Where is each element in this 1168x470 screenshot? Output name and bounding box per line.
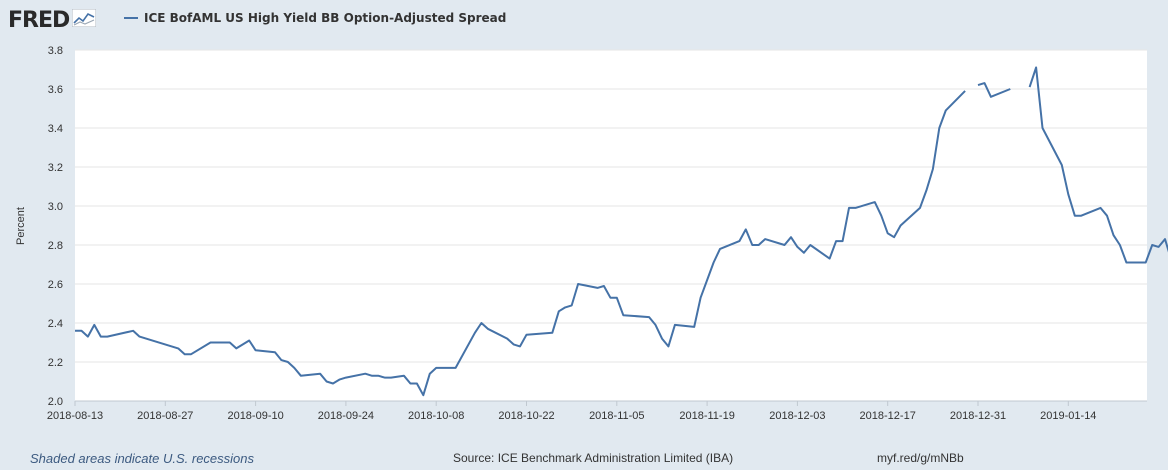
series-line-segment	[977, 82, 1011, 98]
y-tick-label: 2.8	[48, 240, 63, 252]
series-lines	[75, 66, 1168, 397]
y-tick-label: 2.6	[48, 279, 63, 291]
series-line-segment	[1028, 66, 1168, 264]
short-url[interactable]: myf.red/g/mNBb	[877, 451, 964, 465]
chart-legend: ICE BofAML US High Yield BB Option-Adjus…	[124, 11, 506, 25]
x-tick-label: 2018-10-22	[498, 410, 554, 422]
recession-note: Shaded areas indicate U.S. recessions	[30, 451, 255, 466]
x-tick-label: 2018-09-10	[227, 410, 283, 422]
x-axis-ticks: 2018-08-13 2018-08-27 2018-09-10 2018-09-24…	[47, 400, 1147, 422]
legend-series-label: ICE BofAML US High Yield BB Option-Adjus…	[144, 11, 507, 25]
source-note: Source: ICE Benchmark Administration Lim…	[453, 451, 734, 465]
x-tick-label: 2019-01-14	[1040, 410, 1096, 422]
y-axis-ticks: 2.0 2.2 2.4 2.6 2.8 3.0 3.2 3.4 3.6 3.8	[48, 45, 63, 408]
x-tick-label: 2018-10-08	[408, 410, 464, 422]
legend-swatch	[124, 17, 138, 19]
y-tick-label: 2.0	[48, 396, 63, 408]
x-tick-label: 2018-08-27	[137, 410, 193, 422]
fred-logo-text: FRED	[8, 7, 70, 33]
y-tick-label: 3.8	[48, 45, 63, 57]
y-tick-label: 2.2	[48, 357, 63, 369]
y-axis-label: Percent	[15, 207, 27, 245]
x-tick-label: 2018-08-13	[47, 410, 103, 422]
x-tick-label: 2018-09-24	[318, 410, 374, 422]
x-tick-label: 2018-11-05	[589, 410, 644, 422]
y-tick-label: 3.4	[48, 123, 63, 135]
chart-canvas: 2.0 2.2 2.4 2.6 2.8 3.0 3.2 3.4 3.6 3.8 2018-08-1…	[15, 45, 1168, 422]
x-tick-label: 2018-11-19	[679, 410, 734, 422]
y-tick-label: 2.4	[48, 318, 63, 330]
x-tick-label: 2018-12-31	[950, 410, 1006, 422]
x-tick-label: 2018-12-03	[769, 410, 825, 422]
y-tick-label: 3.0	[48, 201, 63, 213]
x-tick-label: 2018-12-17	[860, 410, 916, 422]
plot-area	[75, 50, 1147, 401]
y-tick-label: 3.6	[48, 84, 63, 96]
series-line-segment	[75, 90, 966, 397]
y-tick-label: 3.2	[48, 162, 63, 174]
